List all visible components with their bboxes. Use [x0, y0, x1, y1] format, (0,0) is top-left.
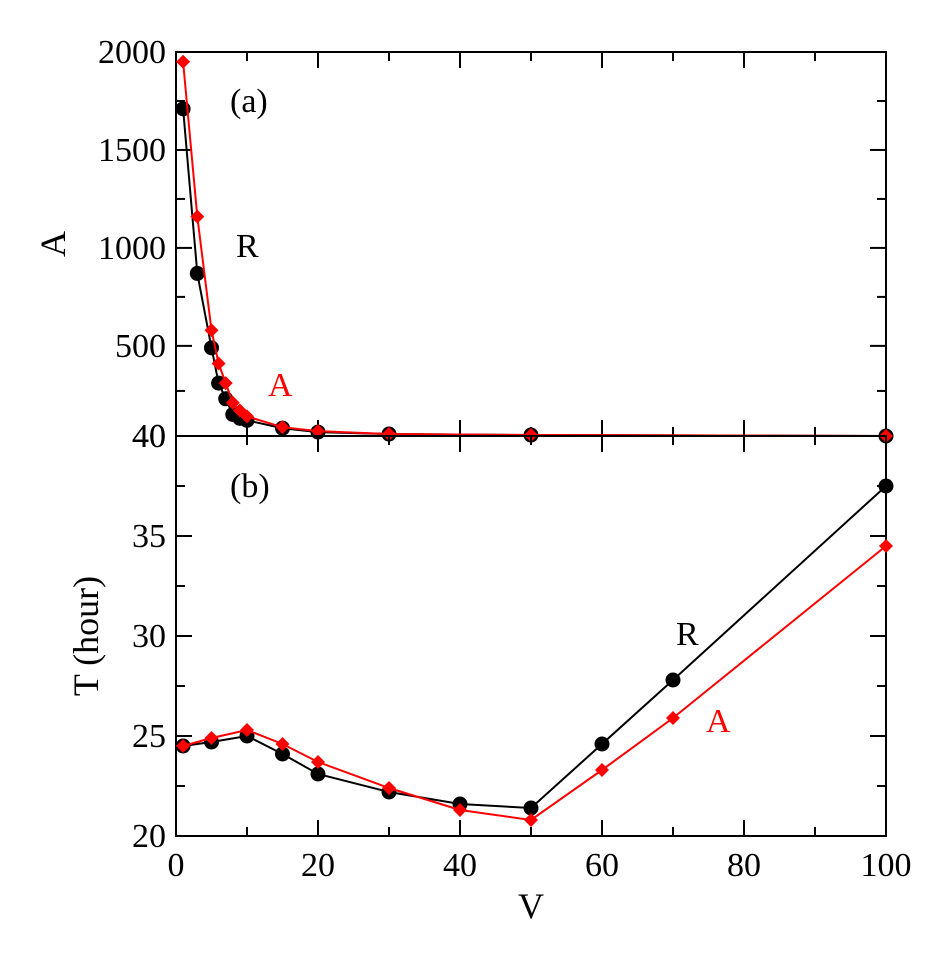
data-point-a — [275, 420, 290, 435]
x-tick-label: 60 — [585, 847, 619, 884]
x-axis-title: V — [518, 886, 544, 926]
data-point-a — [204, 323, 219, 338]
data-point-a — [190, 209, 205, 224]
panel-a-tag: (a) — [230, 83, 268, 120]
panel-b-series — [175, 478, 894, 827]
data-point-a — [204, 731, 219, 745]
x-tick-label: 0 — [168, 847, 185, 884]
data-point-a — [666, 711, 680, 725]
data-point-r — [211, 375, 227, 391]
x-tick-label: 20 — [301, 847, 335, 884]
y-tick-label: 1500 — [98, 132, 166, 169]
y-tick-label: 40 — [132, 418, 166, 455]
data-point-a — [311, 755, 325, 769]
panel-b-y-axis-title: T (hour) — [66, 576, 106, 696]
y-tick-label: 500 — [115, 328, 166, 365]
data-point-a — [453, 803, 467, 817]
y-tick-label: 40 — [132, 418, 166, 455]
y-tick-label: 25 — [132, 718, 166, 755]
data-point-a — [218, 376, 233, 391]
data-point-a — [382, 427, 396, 442]
panel-b-ticks — [175, 435, 887, 837]
panel-b-tag: (b) — [230, 468, 270, 505]
data-point-a — [382, 781, 396, 795]
panel-b-frame — [175, 435, 887, 837]
data-point-a — [176, 54, 191, 69]
panel-a-series-label-a: A — [268, 367, 293, 404]
data-point-r — [523, 800, 539, 816]
series-line-r — [182, 485, 887, 810]
data-point-a — [595, 763, 609, 777]
data-point-a — [275, 737, 290, 751]
panel-a: 40 500 1000 1500 2000 (a) R A A — [33, 34, 894, 455]
data-point-a — [311, 424, 325, 439]
panel-a-series — [175, 54, 894, 444]
y-tick-label: 30 — [132, 618, 166, 655]
data-point-r — [665, 672, 681, 688]
data-point-r — [878, 478, 894, 494]
data-point-r — [275, 746, 290, 762]
data-point-a — [524, 813, 538, 827]
panel-a-series-label-r: R — [236, 228, 259, 265]
panel-a-y-axis-title: A — [33, 231, 73, 257]
y-tick-label: 20 — [132, 818, 166, 855]
panel-b-series-label-a: A — [706, 703, 731, 740]
data-point-a — [211, 356, 226, 371]
y-tick-label: 1000 — [98, 230, 166, 267]
series-line-a — [182, 545, 887, 822]
y-tick-label: 2000 — [98, 34, 166, 71]
data-point-a — [240, 409, 254, 424]
data-point-r — [310, 766, 326, 782]
y-tick-label: 35 — [132, 518, 166, 555]
x-tick-label: 100 — [861, 847, 912, 884]
data-point-r — [594, 736, 610, 752]
data-point-a — [240, 723, 254, 737]
panel-a-tick-labels: 40 500 1000 1500 2000 — [98, 34, 166, 455]
data-point-a — [176, 739, 191, 753]
data-point-a — [879, 539, 893, 553]
data-point-r — [189, 265, 205, 281]
data-point-a — [225, 395, 240, 410]
panel-b-series-label-r: R — [676, 616, 699, 653]
x-tick-label: 80 — [727, 847, 761, 884]
x-tick-label: 40 — [443, 847, 477, 884]
